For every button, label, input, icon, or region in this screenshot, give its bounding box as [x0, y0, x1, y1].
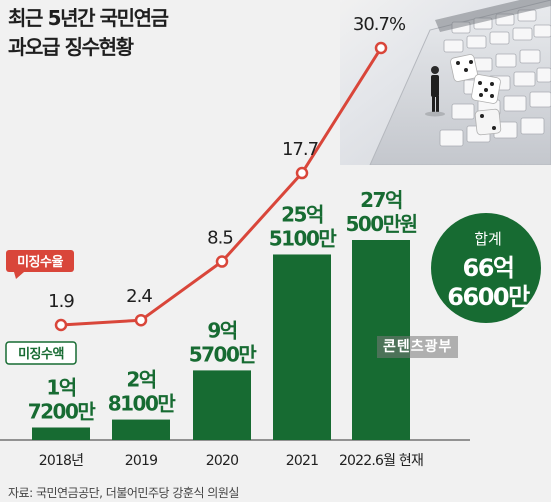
- rate-point-2021: [295, 166, 309, 180]
- legend-amount-label: 미징수액: [18, 346, 64, 362]
- calculator-dice-photo: [340, 0, 551, 165]
- bar-label-2022-line-1: 27억: [360, 188, 402, 212]
- bar-2019: [112, 419, 170, 440]
- watermark: 콘텐츠광부: [377, 336, 459, 358]
- bar-label-2019-line-1: 2억: [126, 368, 155, 392]
- calculator-dice-illustration: [340, 0, 551, 165]
- businessman-figurine-icon: [425, 66, 445, 117]
- legend-rate-label: 미징수율: [17, 254, 63, 270]
- x-tick-2021: 2021: [286, 453, 318, 469]
- bar-label-2019-line-2: 8100만: [108, 392, 177, 416]
- source-note: 자료: 국민연금공단, 더불어민주당 강훈식 의원실: [8, 486, 239, 500]
- rate-label-2018: 1.9: [48, 291, 74, 312]
- chart-title-line-2: 과오급 징수현황: [8, 35, 134, 59]
- rate-point-2022: [374, 41, 388, 55]
- total-label: 합계: [474, 230, 502, 248]
- total-value-line-2: 6600만: [447, 283, 530, 311]
- bar-2018: [32, 427, 90, 440]
- bar-label-2018-line-1: 1억: [46, 375, 75, 399]
- bar-2021: [273, 254, 331, 440]
- x-tick-2020: 2020: [206, 453, 238, 469]
- total-callout: 합계 66억 6600만: [431, 213, 541, 323]
- rate-point-2020: [215, 255, 229, 268]
- rate-label-2022: 30.7%: [353, 14, 406, 35]
- rate-label-2019: 2.4: [126, 286, 152, 307]
- bar-label-2021-line-2: 5100만: [269, 226, 338, 250]
- legend-rate-tag: 미징수율: [6, 250, 74, 279]
- rate-point-2018: [54, 318, 68, 332]
- total-value-line-1: 66억: [463, 254, 514, 282]
- bar-label-2021-line-1: 25억: [281, 202, 323, 226]
- bar-label-2018-line-2: 7200만: [28, 399, 97, 423]
- chart-title: 최근 5년간 국민연금 과오급 징수현황: [8, 4, 268, 62]
- x-tick-2022-june: 2022.6월 현재: [339, 453, 423, 469]
- bar-2020: [193, 370, 251, 440]
- rate-line: [60, 47, 383, 327]
- legend-amount-tag: 미징수액: [5, 341, 77, 365]
- bar-label-2022-line-2: 500만원: [345, 212, 416, 236]
- chart-title-line-1: 최근 5년간 국민연금: [8, 6, 169, 30]
- rate-label-2020: 8.5: [207, 228, 233, 249]
- bar-label-2020-line-1: 9억: [207, 318, 236, 342]
- rate-point-2019: [134, 313, 148, 327]
- x-tick-2019: 2019: [125, 453, 157, 469]
- rate-label-2021: 17.7: [282, 139, 318, 160]
- x-tick-2018: 2018년: [39, 453, 84, 469]
- bar-label-2020-line-2: 5700만: [189, 342, 258, 366]
- rate-points-group: [54, 41, 388, 332]
